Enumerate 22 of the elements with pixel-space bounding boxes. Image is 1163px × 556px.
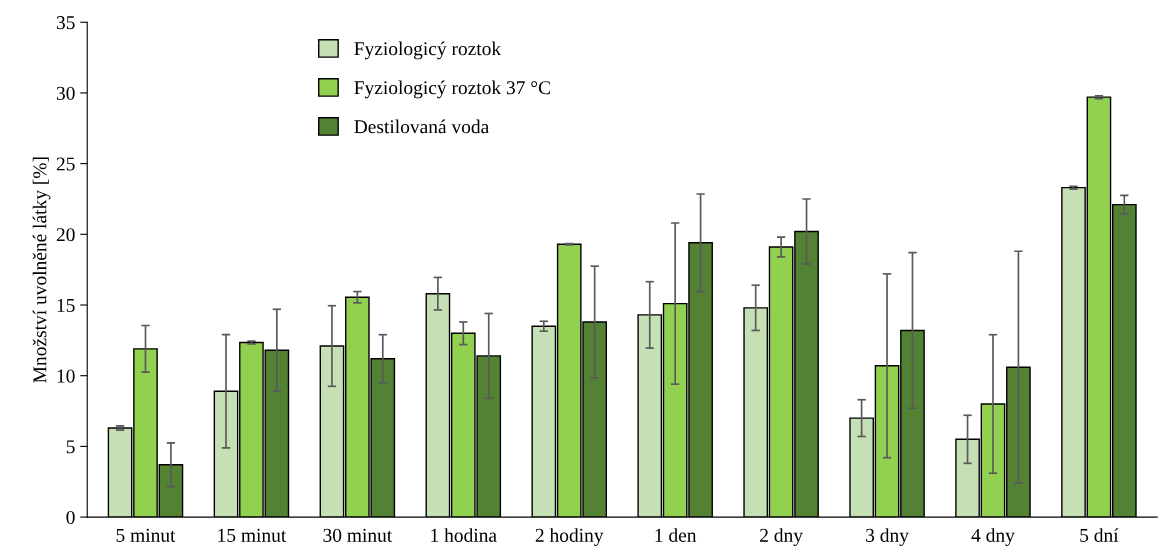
y-tick-label: 10 xyxy=(57,369,75,383)
y-tick-label: 30 xyxy=(56,86,75,100)
x-tick-label: 1 hodina xyxy=(431,528,497,542)
y-tick-label: 20 xyxy=(56,228,75,242)
x-tick-label: 2 hodiny xyxy=(535,528,604,546)
x-tick-label: 15 minut xyxy=(218,528,287,542)
x-tick-label: 30 minut xyxy=(323,528,393,542)
x-tick-label: 2 dny xyxy=(760,528,803,546)
y-tick-label: 25 xyxy=(56,157,75,171)
y-axis-title: Množství uvolněné látky [%] xyxy=(32,157,51,383)
y-tick-label: 35 xyxy=(56,16,75,30)
y-tick-label: 5 xyxy=(66,440,75,454)
legend-label: Fyziologicý roztok xyxy=(354,41,502,60)
x-tick-label: 1 den xyxy=(655,528,697,542)
x-tick-label: 5 minut xyxy=(116,528,176,542)
x-tick-label: 5 dní xyxy=(1080,528,1119,542)
legend-label: Fyziologicý roztok 37 °C xyxy=(354,80,550,99)
x-tick-label: 3 dny xyxy=(866,528,909,546)
legend-label: Destilovaná voda xyxy=(354,119,489,134)
x-tick-label: 4 dny xyxy=(971,528,1015,546)
y-tick-label: 0 xyxy=(66,510,75,525)
y-tick-label: 15 xyxy=(57,298,75,312)
